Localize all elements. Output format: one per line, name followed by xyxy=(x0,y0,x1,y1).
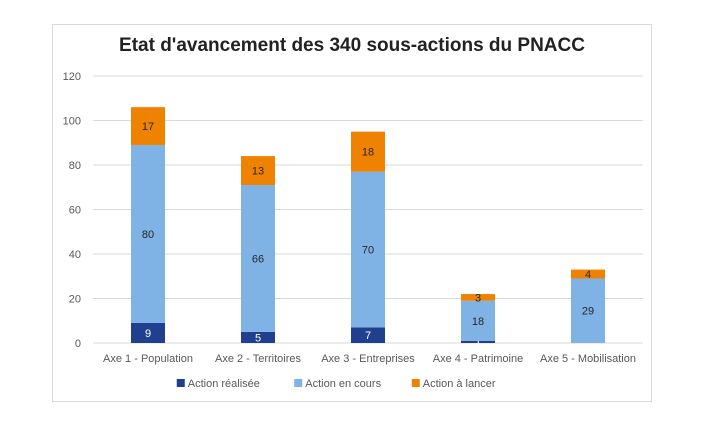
chart-frame: Etat d'avancement des 340 sous-actions d… xyxy=(52,24,652,402)
data-label-1-series-2: 80 xyxy=(142,229,154,241)
bar-5-series-3 xyxy=(571,269,605,279)
bar-2-series-3 xyxy=(241,156,275,186)
legend-label-2: Action en cours xyxy=(305,378,381,390)
x-tick-label-3: Axe 3 - Entreprises xyxy=(321,353,415,365)
bar-2-series-1 xyxy=(241,331,275,343)
data-label-2-series-2: 66 xyxy=(252,253,264,265)
y-tick-label-60: 60 xyxy=(69,205,81,217)
legend-label-1: Action réalisée xyxy=(188,378,260,390)
x-tick-label-4: Axe 4 - Patrimoine xyxy=(433,353,523,365)
x-tick-label-2: Axe 2 - Territoires xyxy=(215,353,301,365)
x-tick-label-1: Axe 1 - Population xyxy=(103,353,193,365)
y-tick-label-40: 40 xyxy=(69,249,81,261)
bar-1-series-2 xyxy=(131,144,165,323)
chart-title: Etat d'avancement des 340 sous-actions d… xyxy=(119,35,585,56)
bar-4-series-2 xyxy=(461,300,495,341)
bar-5-series-2 xyxy=(571,278,605,343)
data-label-2-series-3: 13 xyxy=(252,166,264,178)
bar-2-series-2 xyxy=(241,185,275,332)
x-tick-label-5: Axe 5 - Mobilisation xyxy=(540,353,636,365)
data-label-3-series-2: 70 xyxy=(362,245,374,257)
legend-swatch-1 xyxy=(176,379,185,387)
data-label-2-series-1: 5 xyxy=(255,332,261,344)
bar-3-series-3 xyxy=(351,131,385,172)
data-label-1-series-3: 17 xyxy=(142,121,154,133)
bar-1-series-3 xyxy=(131,107,165,145)
bar-4-series-3 xyxy=(461,294,495,301)
bar-3-series-1 xyxy=(351,327,385,343)
y-tick-label-80: 80 xyxy=(69,160,81,172)
bar-3-series-2 xyxy=(351,171,385,328)
data-label-4-series-2: 18 xyxy=(472,316,484,328)
y-tick-label-20: 20 xyxy=(69,294,81,306)
y-tick-label-0: 0 xyxy=(75,338,81,350)
bar-4-series-1 xyxy=(461,340,495,343)
data-label-1-series-1: 9 xyxy=(145,328,151,340)
y-tick-label-120: 120 xyxy=(63,71,81,83)
legend-swatch-2 xyxy=(294,379,303,387)
y-tick-label-100: 100 xyxy=(63,116,81,128)
data-label-4-series-3: 3 xyxy=(475,292,481,304)
legend-swatch-3 xyxy=(411,379,420,387)
data-label-3-series-1: 7 xyxy=(365,330,371,342)
bar-1-series-1 xyxy=(131,322,165,343)
data-label-5-series-2: 29 xyxy=(582,306,594,318)
data-label-4-series-1: 1 xyxy=(475,337,481,349)
data-label-3-series-3: 18 xyxy=(362,147,374,159)
legend-label-3: Action à lancer xyxy=(423,378,496,390)
data-label-5-series-3: 4 xyxy=(585,269,591,281)
